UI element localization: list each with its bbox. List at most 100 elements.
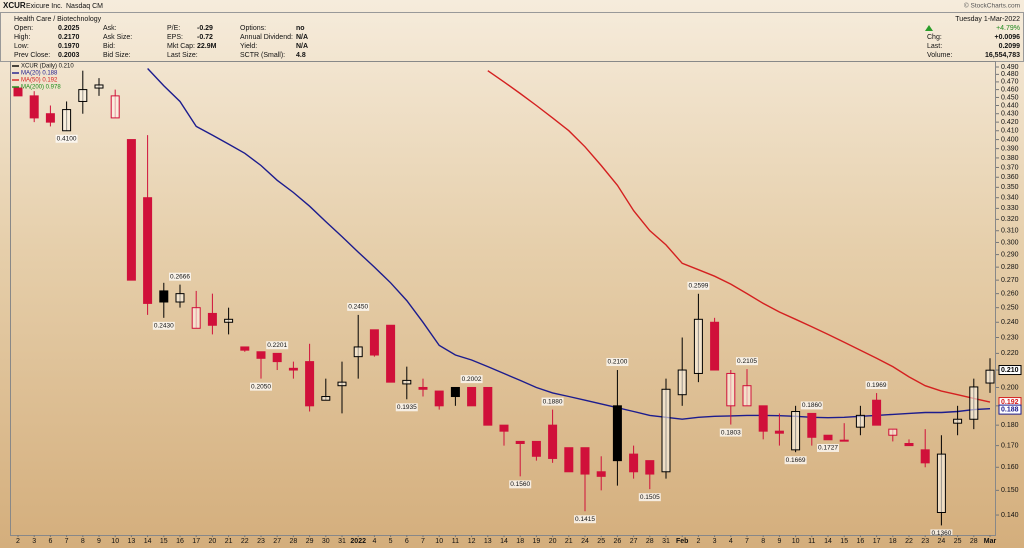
candle-body — [78, 89, 88, 102]
field-label: Options: — [240, 25, 266, 32]
x-tick-label: 21 — [565, 538, 573, 545]
y-tick-label: 0.460 — [1001, 86, 1019, 93]
candle-body — [580, 447, 590, 475]
annotation-box — [574, 515, 596, 524]
field-label: Annual Dividend: — [240, 34, 293, 41]
annotation-box — [55, 134, 78, 143]
field-label: SCTR (Small): — [240, 52, 285, 59]
x-tick-label: 17 — [873, 538, 881, 545]
field-value: N/A — [296, 34, 308, 41]
x-tick-label: 4 — [729, 538, 733, 545]
field-label: Last Size: — [167, 52, 198, 59]
candle-body — [305, 361, 315, 407]
ma-line — [487, 70, 991, 403]
annotation: 0.2050 — [251, 383, 271, 390]
x-tick-label: 13 — [484, 538, 492, 545]
x-tick-label: 6 — [405, 538, 409, 545]
x-tick-label: 14 — [824, 538, 832, 545]
x-tick-label: 19 — [533, 538, 541, 545]
annotation-box — [638, 493, 661, 502]
candle-body — [110, 95, 120, 119]
annotation-box — [736, 357, 758, 366]
y-tick-label: 0.310 — [1001, 228, 1019, 235]
x-tick-label: Feb — [676, 538, 688, 545]
candle-body — [467, 386, 477, 407]
annotation-box — [395, 403, 418, 412]
field-label: Chg: — [927, 34, 942, 41]
x-tick-label: 21 — [225, 538, 233, 545]
y-tick-label: 0.270 — [1001, 277, 1019, 284]
y-tick-label: 0.220 — [1001, 350, 1019, 357]
x-tick-label: 10 — [792, 538, 800, 545]
annotation: 0.1860 — [802, 402, 822, 409]
field-label: Ask: — [103, 25, 117, 32]
field-label: Bid Size: — [103, 52, 131, 59]
field-value: 0.2025 — [58, 25, 80, 32]
x-tick-label: 25 — [954, 538, 962, 545]
field-label: Last: — [927, 43, 942, 50]
annotation-box — [784, 456, 807, 465]
y-tick-label: 0.170 — [1001, 442, 1019, 449]
annotation: 0.2666 — [170, 273, 190, 280]
date: Tuesday 1-Mar-2022 — [955, 16, 1020, 23]
y-tick-label: 0.200 — [1001, 384, 1019, 391]
annotation: 0.2002 — [462, 376, 482, 383]
x-tick-label: 5 — [389, 538, 393, 545]
x-tick-label: 8 — [81, 538, 85, 545]
x-tick-label: 2 — [16, 538, 20, 545]
candle-body — [175, 293, 185, 303]
y-tick-label: 0.490 — [1001, 64, 1019, 71]
y-tick-label: 0.350 — [1001, 184, 1019, 191]
field-label: Yield: — [240, 43, 257, 50]
x-tick-label: 7 — [65, 538, 69, 545]
candle-body — [629, 453, 639, 473]
y-tick-label: 0.160 — [1001, 464, 1019, 471]
candle-body — [888, 428, 898, 436]
candle-body — [353, 346, 363, 358]
x-tick-label: 14 — [144, 538, 152, 545]
x-tick-label: 31 — [338, 538, 346, 545]
x-tick-label: 28 — [646, 538, 654, 545]
x-tick-label: 18 — [516, 538, 524, 545]
annotation-box — [930, 529, 953, 535]
x-tick-label: 26 — [614, 538, 622, 545]
x-tick-label: 22 — [241, 538, 249, 545]
annotation-box — [541, 397, 564, 406]
x-tick-label: 8 — [761, 538, 765, 545]
x-tick-label: 30 — [322, 538, 330, 545]
x-tick-label: 23 — [921, 538, 929, 545]
x-tick-label: 10 — [435, 538, 443, 545]
field-label: Prev Close: — [14, 52, 50, 59]
source: © StockCharts.com — [964, 2, 1020, 10]
y-tick-label: 0.140 — [1001, 512, 1019, 519]
candle-body — [126, 139, 136, 281]
candle-body — [62, 109, 72, 132]
candle-body — [159, 290, 169, 303]
exchange: Nasdaq CM — [66, 3, 103, 10]
annotation-box — [460, 375, 483, 384]
annotation: 0.1803 — [721, 429, 741, 436]
candle-body — [337, 381, 347, 387]
field-label: Volume: — [927, 52, 952, 59]
y-tick-label: 0.390 — [1001, 145, 1019, 152]
field-label: Low: — [14, 43, 29, 50]
candle-body — [742, 385, 752, 407]
price-tag-box — [998, 365, 1022, 376]
field-value: 16,554,783 — [985, 52, 1020, 59]
annotation-box — [347, 302, 370, 311]
y-tick-label: 0.360 — [1001, 174, 1019, 181]
x-tick-label: 3 — [713, 538, 717, 545]
legend-label: XCUR (Daily) 0.210 — [21, 64, 74, 70]
candle-body — [450, 386, 460, 398]
candle-body — [710, 321, 720, 371]
x-tick-label: 6 — [48, 538, 52, 545]
candle-body — [596, 471, 606, 477]
candle-body — [726, 372, 736, 407]
candle-body — [369, 329, 379, 356]
candle-body — [288, 367, 298, 371]
y-tick-label: 0.250 — [1001, 305, 1019, 312]
candle-body — [499, 424, 509, 432]
x-tick-label: 10 — [111, 538, 119, 545]
annotation-box — [250, 382, 272, 391]
